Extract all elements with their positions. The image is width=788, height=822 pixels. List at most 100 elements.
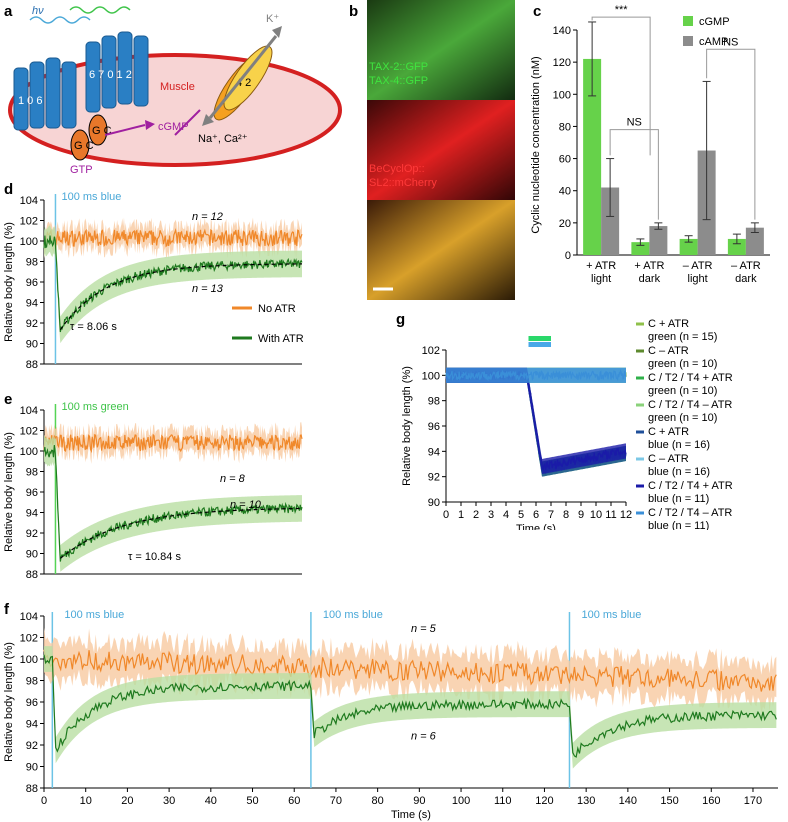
c-legend-label: cGMP — [699, 16, 730, 28]
d-ytick-label: 88 — [26, 359, 38, 371]
g-legend-label: C + ATR — [648, 426, 689, 438]
ion-flux-arrow — [208, 35, 278, 119]
cgmp-arrow — [104, 124, 146, 136]
g-legend-label: green (n = 10) — [648, 358, 717, 370]
g-legend-label: C – ATR — [648, 345, 689, 357]
e-n-no-atr: n = 8 — [220, 473, 246, 485]
g-xtick-label: 9 — [578, 509, 584, 521]
f-xtick-label: 140 — [619, 795, 637, 807]
panel-a-diagram: a Muscle 1 0 6 6 7 0 1 2 hν G C G C GTP … — [4, 3, 342, 175]
f-with-atr-trace — [43, 654, 777, 758]
cgmp-to-channel-arrow — [174, 109, 201, 136]
g-xtick-label: 3 — [488, 509, 494, 521]
panel-b-micrograph: b TAX-2::GFP TAX-4::GFP BeCyclOp:: SL2::… — [345, 0, 515, 300]
g-legend-label: green (n = 10) — [648, 412, 717, 424]
light-wave-blue — [29, 16, 91, 24]
c-bar-cgmp — [583, 58, 602, 255]
c-significance-label: NS — [627, 117, 642, 129]
f-ytick-label: 92 — [26, 740, 38, 752]
c-bar-camp — [745, 227, 764, 255]
c-bar-cgmp — [679, 238, 698, 255]
c-significance-bracket — [706, 48, 756, 220]
g-legend-label: green (n = 10) — [648, 385, 717, 397]
e-no-atr-sem-band — [44, 421, 302, 464]
g-ytick-label: 96 — [428, 421, 440, 433]
f-stimulus-label: 100 ms blue — [581, 609, 641, 621]
c-bar-cgmp — [631, 242, 650, 255]
g-ylabel: Relative body length (%) — [401, 366, 413, 486]
g-legend-label: blue (n = 11) — [648, 493, 709, 505]
cation-flux-arrowhead — [202, 114, 214, 126]
merge-channel-image — [367, 200, 515, 300]
f-no-atr-trace — [43, 649, 777, 692]
k-flux-arrowhead — [272, 26, 282, 38]
c-bar-cgmp — [727, 238, 746, 255]
c-significance-label: *** — [615, 4, 629, 16]
g-xtick-label: 7 — [548, 509, 554, 521]
g-ytick-label: 92 — [428, 472, 440, 484]
g-xtick-label: 1 — [458, 509, 464, 521]
g-ytick-label: 94 — [428, 446, 440, 458]
hv-label: hν — [32, 5, 44, 17]
f-n-no-atr: n = 5 — [411, 623, 437, 635]
c-ytick-label: 20 — [559, 218, 571, 230]
c-category-label: light — [591, 273, 611, 285]
e-exponential-fit — [59, 507, 303, 559]
g-stimulus-bar-blue — [528, 342, 551, 347]
f-xlabel: Time (s) — [391, 809, 431, 821]
g-legend-label: C / T2 / T4 + ATR — [648, 372, 733, 384]
gfp-channel-image — [367, 0, 515, 100]
c-category-label: + ATR — [586, 260, 616, 272]
f-n-with-atr: n = 6 — [411, 731, 437, 743]
c-category-label: – ATR — [731, 260, 761, 272]
f-ylabel: Relative body length (%) — [3, 642, 15, 762]
c-significance-bracket — [591, 16, 651, 156]
f-xtick-label: 100 — [452, 795, 470, 807]
panel-c-bar-chart: c Cyclic nucleotide concentration (nM) 0… — [530, 3, 770, 285]
d-ytick-label: 96 — [26, 277, 38, 289]
e-ytick-label: 90 — [26, 549, 38, 561]
muscle-label: Muscle — [160, 81, 195, 93]
c-legend-swatch — [683, 16, 693, 26]
gc-domain-2 — [88, 114, 108, 146]
f-xtick-label: 0 — [41, 795, 47, 807]
panel-label-g: g — [396, 311, 405, 328]
f-ytick-label: 98 — [26, 676, 38, 688]
c-category-label: – ATR — [683, 260, 713, 272]
g-xtick-label: 11 — [605, 509, 616, 521]
d-legend-with-atr: With ATR — [258, 333, 304, 345]
panel-label-d: d — [4, 181, 13, 198]
cgmp-arrowhead — [145, 120, 155, 130]
d-n-with-atr: n = 13 — [192, 283, 224, 295]
panel-label-c: c — [533, 3, 541, 20]
d-no-atr-trace — [43, 227, 303, 248]
gtp-label: GTP — [70, 164, 93, 175]
e-tau-label: τ = 10.84 s — [128, 551, 181, 563]
c-category-label: dark — [639, 273, 661, 285]
c-bar-camp — [649, 226, 668, 255]
panel-label-b: b — [349, 3, 358, 20]
d-stimulus-label: 100 ms blue — [61, 191, 121, 203]
d-ytick-label: 98 — [26, 257, 38, 269]
g-xtick-label: 5 — [518, 509, 524, 521]
d-ytick-label: 100 — [20, 236, 38, 248]
light-wave-green — [69, 6, 131, 14]
c-ytick-label: 100 — [553, 89, 571, 101]
d-ylabel: Relative body length (%) — [3, 222, 15, 342]
e-ytick-label: 100 — [20, 446, 38, 458]
rhodopsin-left: 1 0 6 — [13, 57, 77, 131]
f-ytick-label: 102 — [20, 633, 38, 645]
f-xtick-label: 150 — [660, 795, 678, 807]
g-legend-label: blue (n = 16) — [648, 439, 710, 451]
g-xtick-label: 4 — [503, 509, 509, 521]
g-legend-label: blue (n = 11) — [648, 520, 709, 530]
g-xtick-label: 12 — [620, 509, 632, 521]
f-ytick-label: 88 — [26, 783, 38, 795]
micrograph-label-3: BeCyclOp:: — [369, 163, 425, 175]
c-bar-camp — [601, 187, 620, 255]
k-ion-label: K⁺ — [266, 13, 279, 25]
e-ytick-label: 94 — [26, 508, 38, 520]
e-ytick-label: 88 — [26, 569, 38, 581]
f-xtick-label: 80 — [372, 795, 384, 807]
